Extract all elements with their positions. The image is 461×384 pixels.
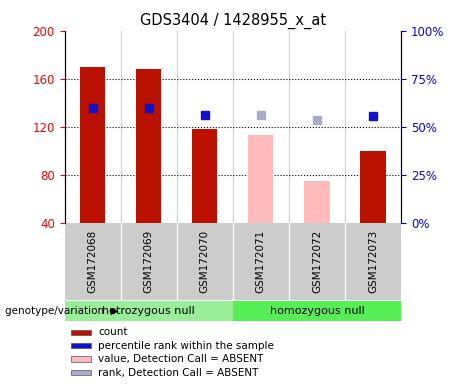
Text: hetrozygous null: hetrozygous null — [102, 306, 195, 316]
Bar — [192, 129, 218, 223]
Bar — [71, 329, 91, 335]
Text: GSM172073: GSM172073 — [368, 230, 378, 293]
Bar — [304, 181, 330, 223]
Text: value, Detection Call = ABSENT: value, Detection Call = ABSENT — [98, 354, 264, 364]
Bar — [233, 301, 401, 321]
Bar — [361, 151, 386, 223]
Bar — [65, 301, 233, 321]
Bar — [71, 370, 91, 375]
Title: GDS3404 / 1428955_x_at: GDS3404 / 1428955_x_at — [140, 13, 326, 29]
Bar — [80, 67, 105, 223]
Text: genotype/variation  ▶: genotype/variation ▶ — [5, 306, 118, 316]
Text: GSM172069: GSM172069 — [144, 230, 154, 293]
Text: homozygous null: homozygous null — [270, 306, 364, 316]
Bar — [248, 135, 273, 223]
Text: GSM172071: GSM172071 — [256, 230, 266, 293]
Text: percentile rank within the sample: percentile rank within the sample — [98, 341, 274, 351]
Text: count: count — [98, 327, 128, 337]
Text: GSM172072: GSM172072 — [312, 230, 322, 293]
Bar — [71, 343, 91, 348]
Text: rank, Detection Call = ABSENT: rank, Detection Call = ABSENT — [98, 367, 259, 377]
Text: GSM172070: GSM172070 — [200, 230, 210, 293]
Text: GSM172068: GSM172068 — [88, 230, 98, 293]
Bar — [71, 356, 91, 362]
Bar — [136, 69, 161, 223]
